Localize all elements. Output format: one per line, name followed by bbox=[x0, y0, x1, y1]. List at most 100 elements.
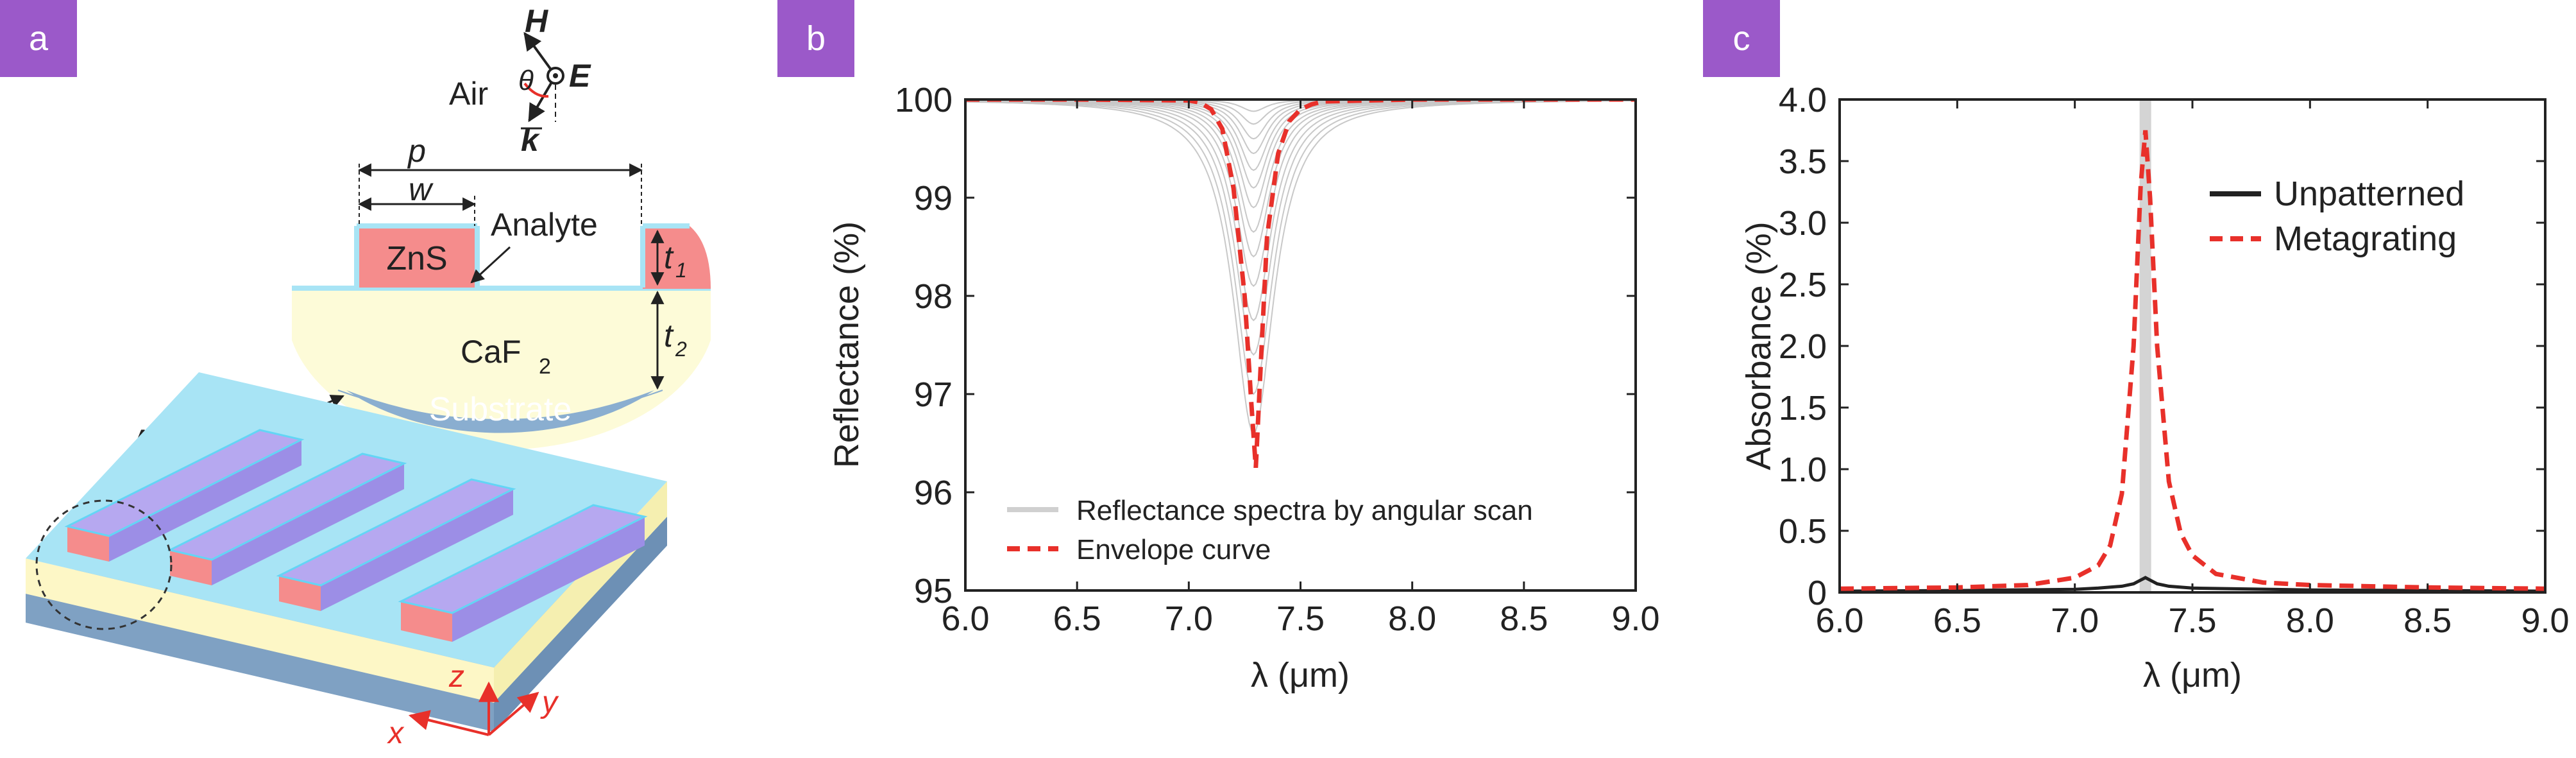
substrate-layer bbox=[346, 390, 654, 433]
label-t2-sub: 2 bbox=[675, 338, 687, 361]
label-caf2: CaF bbox=[461, 334, 521, 370]
x-tick-label: 8.5 bbox=[2403, 601, 2452, 640]
cross-section: ZnS CaF 2 Substrate p w Analyte t 1 t 2 bbox=[292, 133, 711, 450]
x-tick-label: 7.0 bbox=[2051, 601, 2099, 640]
x-tick-label: 6.5 bbox=[1053, 599, 1101, 638]
metagrating-curve bbox=[1840, 130, 2545, 591]
legend-b: Reflectance spectra by angular scan Enve… bbox=[1007, 495, 1533, 565]
y-tick-label: 99 bbox=[914, 179, 953, 218]
y-tick-label: 3.5 bbox=[1779, 142, 1827, 181]
label-zns: ZnS bbox=[386, 240, 447, 277]
reflectance-chart: 6.0 6.5 7.0 7.5 8.0 8.5 9.0 95 96 97 98 99 100 Refle… bbox=[827, 81, 1660, 694]
label-t2: t bbox=[664, 318, 674, 354]
label-e: E bbox=[569, 58, 591, 94]
y-tick-label: 2.0 bbox=[1779, 327, 1827, 366]
panel-tag-a: a bbox=[0, 0, 77, 77]
analyte-film bbox=[292, 286, 711, 291]
y-tick-label: 1.0 bbox=[1779, 451, 1827, 489]
angular-band-bar bbox=[2139, 99, 2151, 592]
label-t1-sub: 1 bbox=[675, 259, 687, 282]
label-caf2-sub: 2 bbox=[539, 354, 551, 379]
y-tick-label: 3.0 bbox=[1779, 204, 1827, 243]
x-tick-label: 9.0 bbox=[2521, 601, 2569, 640]
label-k: k bbox=[521, 122, 540, 158]
panel-letter-c: c bbox=[1733, 19, 1750, 58]
x-tick-label: 6.5 bbox=[1933, 601, 1981, 640]
axis-ticks-b: 6.0 6.5 7.0 7.5 8.0 8.5 9.0 95 96 97 98 99 100 bbox=[895, 81, 1660, 638]
y-tick-label: 1.5 bbox=[1779, 389, 1827, 427]
envelope-curve bbox=[965, 99, 1636, 469]
x-tick-label: 6.0 bbox=[1815, 601, 1863, 640]
y-axis-label-c: Absorbance (%) bbox=[1740, 221, 1778, 470]
panel-letter-b: b bbox=[806, 19, 826, 58]
label-h: H bbox=[525, 3, 548, 39]
x-tick-label: 6.0 bbox=[941, 599, 989, 638]
angular-scan-curve bbox=[965, 99, 1636, 395]
grating-ridge-1 bbox=[64, 429, 305, 562]
angular-scan-curve bbox=[965, 99, 1636, 258]
x-tick-label: 7.5 bbox=[2168, 601, 2216, 640]
y-tick-label: 98 bbox=[914, 277, 953, 316]
label-air-top: Air bbox=[449, 76, 488, 112]
x-tick-label: 7.0 bbox=[1165, 599, 1213, 638]
label-p: p bbox=[407, 133, 426, 169]
axis-label-x: x bbox=[387, 716, 405, 750]
zns-ridge bbox=[359, 226, 475, 288]
x-tick-label: 8.0 bbox=[1388, 599, 1436, 638]
angular-scan-curve bbox=[965, 99, 1636, 288]
angular-scan-curve bbox=[965, 100, 1636, 435]
legend-label-unpatterned: Unpatterned bbox=[2274, 175, 2464, 213]
grating-ridge-4 bbox=[398, 504, 648, 642]
label-substrate: Substrate bbox=[429, 391, 572, 428]
label-analyte: Analyte bbox=[491, 207, 598, 243]
incident-field-vectors: H E k θ Air bbox=[449, 3, 591, 158]
angular-scan-curve bbox=[965, 99, 1636, 322]
label-w: w bbox=[409, 171, 434, 207]
y-tick-label: 0.5 bbox=[1779, 512, 1827, 551]
panel-tag-b: b bbox=[777, 0, 854, 77]
angular-scan-curve bbox=[965, 99, 1636, 189]
angle-arc bbox=[523, 82, 549, 98]
absorbance-series bbox=[1840, 130, 2545, 592]
grating-ridge-3 bbox=[276, 478, 516, 611]
x-tick-label: 8.5 bbox=[1500, 599, 1548, 638]
axis-label-y: y bbox=[540, 685, 559, 719]
legend-label-scan: Reflectance spectra by angular scan bbox=[1076, 495, 1533, 526]
plot-frame-c bbox=[1838, 98, 2546, 594]
x-axis-label-b: λ (μm) bbox=[1251, 656, 1350, 694]
y-axis-label-b: Reflectance (%) bbox=[827, 221, 866, 468]
legend-label-metagrating: Metagrating bbox=[2274, 220, 2457, 258]
schematic-panel: H E k θ Air ZnS CaF 2 Substrate bbox=[26, 3, 711, 750]
y-tick-label: 2.5 bbox=[1779, 266, 1827, 304]
angular-band bbox=[2139, 99, 2151, 592]
y-tick-label: 97 bbox=[914, 375, 953, 414]
legend-label-envelope: Envelope curve bbox=[1076, 534, 1271, 565]
x-tick-label: 8.0 bbox=[2286, 601, 2334, 640]
reflectance-series bbox=[965, 99, 1636, 469]
legend-c: Unpatterned Metagrating bbox=[2210, 175, 2464, 258]
axis-ticks-c: 6.0 6.5 7.0 7.5 8.0 8.5 9.0 0 0.5 1.0 1.5 2.0 2.5 3.0… bbox=[1779, 81, 2570, 640]
y-tick-label: 100 bbox=[895, 81, 953, 119]
unpatterned-curve bbox=[1840, 576, 2545, 592]
label-theta: θ bbox=[518, 65, 534, 96]
absorbance-chart: 6.0 6.5 7.0 7.5 8.0 8.5 9.0 0 0.5 1.0 1.5 2.0 2.5 3.0… bbox=[1740, 81, 2570, 694]
angular-scan-curve bbox=[965, 99, 1636, 209]
angular-scan-curves bbox=[965, 99, 1636, 435]
x-axis-label-c: λ (μm) bbox=[2143, 656, 2242, 694]
y-tick-label: 96 bbox=[914, 474, 953, 512]
x-tick-label: 7.5 bbox=[1276, 599, 1325, 638]
coordinate-axes: z x y bbox=[387, 660, 559, 750]
panel-letter-a: a bbox=[29, 19, 49, 58]
panel-tag-c: c bbox=[1703, 0, 1780, 77]
y-tick-label: 0 bbox=[1808, 574, 1827, 612]
x-tick-label: 9.0 bbox=[1611, 599, 1659, 638]
y-tick-label: 95 bbox=[914, 572, 953, 610]
grating-ridge-2 bbox=[167, 452, 407, 585]
zoom-circle bbox=[35, 499, 173, 630]
angular-scan-curve bbox=[965, 99, 1636, 233]
label-t1: t bbox=[664, 239, 674, 275]
axis-label-z: z bbox=[448, 660, 464, 694]
y-tick-label: 4.0 bbox=[1779, 81, 1827, 119]
device-3d bbox=[26, 372, 667, 732]
